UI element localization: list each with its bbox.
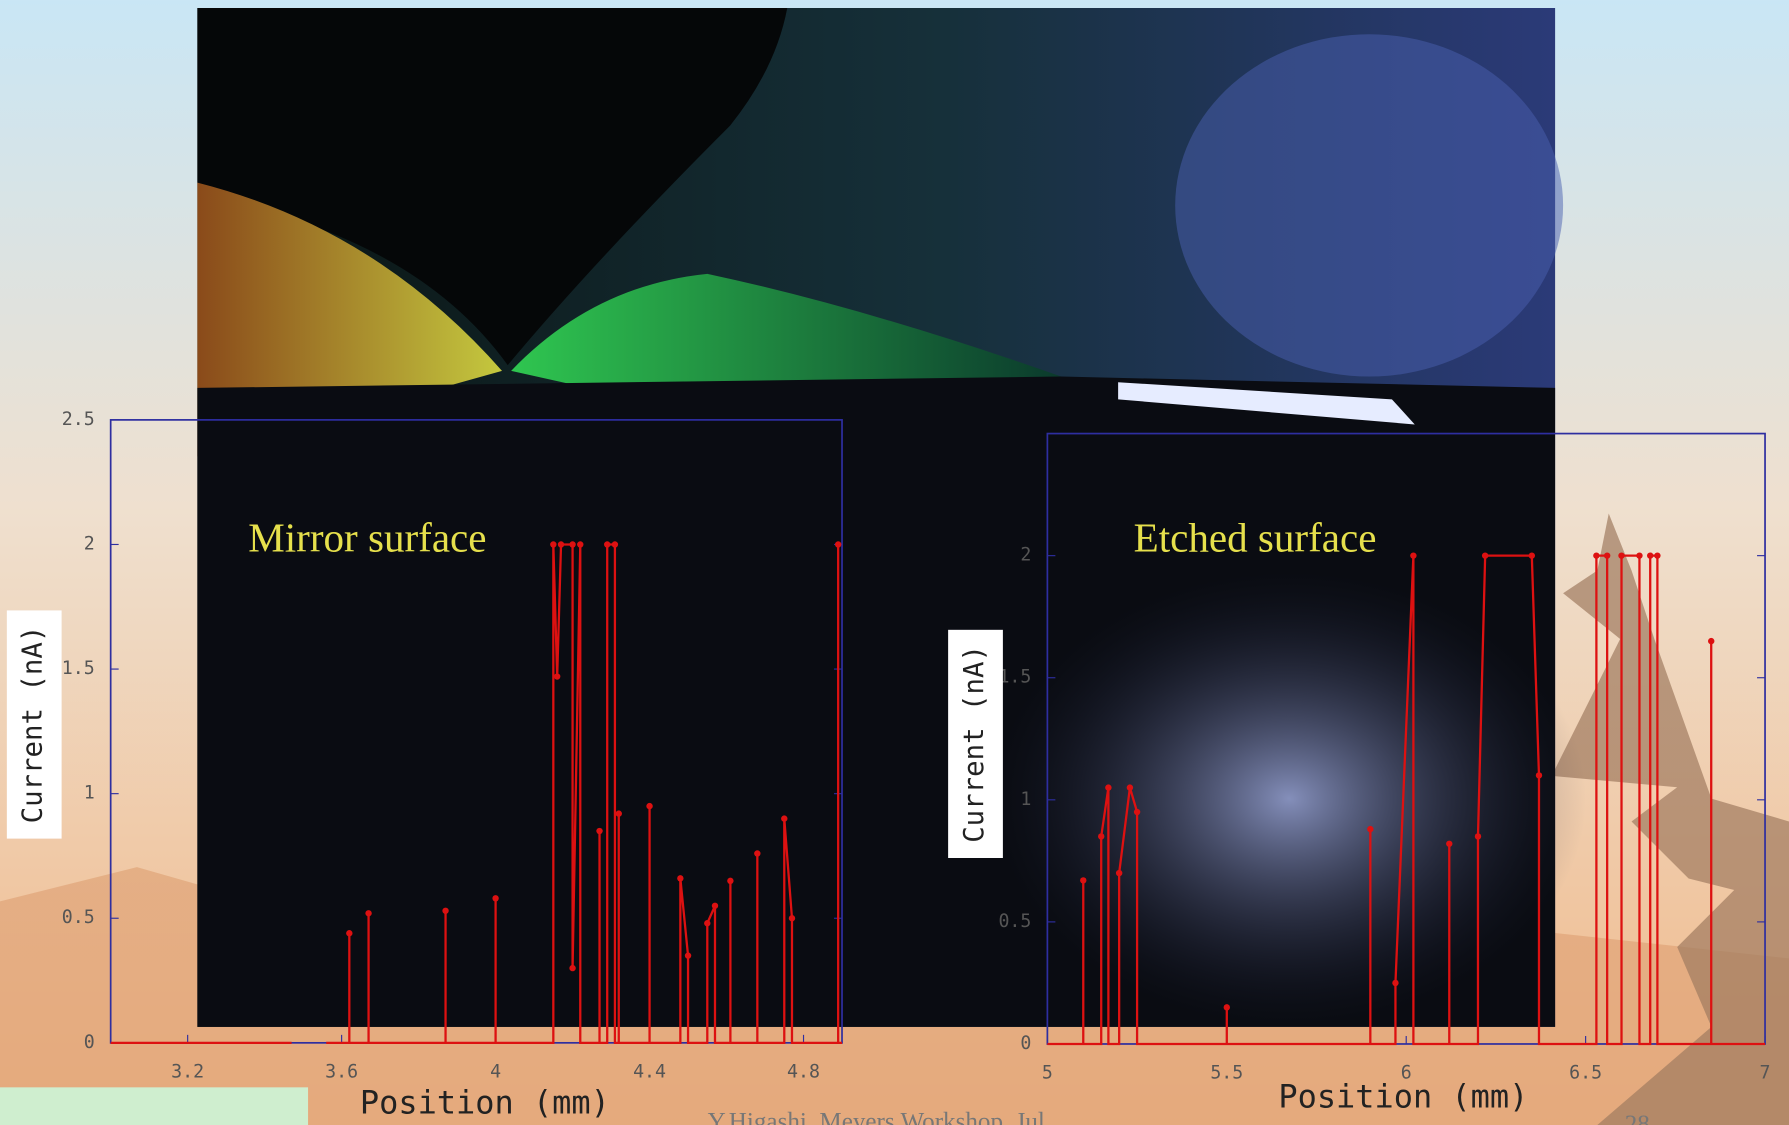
data-point: [1481, 552, 1489, 559]
data-point: [727, 877, 734, 885]
y-axis-label: Current (nA): [959, 645, 990, 843]
data-point: [677, 875, 684, 882]
chart: 0 0.5 1 1.5 2 2.5 3.2 3.6 4 4.4 4.8 Mirror surface P…: [6, 409, 843, 1121]
x-tick-label: 5.5: [1210, 1063, 1243, 1084]
data-point: [1593, 552, 1600, 559]
charts: 0 0.5 1 1.5 2 2.5 3.2 3.6 4 4.4 4.8 Mirror surface P…: [6, 409, 1771, 1121]
data-point: [1446, 840, 1453, 847]
annotation: Mirror surface: [248, 514, 486, 560]
y-tick-label: 2.5: [62, 409, 95, 430]
data-point: [684, 952, 692, 959]
x-tick-label: 4.8: [787, 1062, 820, 1083]
data-point: [834, 541, 842, 548]
y-tick-label: 1: [1020, 789, 1031, 810]
y-tick-label: 0.5: [62, 907, 95, 928]
y-axis-label-bg: [948, 629, 1003, 859]
y-tick-label: 0.5: [998, 911, 1031, 932]
y-tick-label: 1.5: [62, 658, 95, 679]
data-point: [346, 930, 353, 937]
y-tick-label: 0: [84, 1032, 95, 1053]
data-point: [704, 920, 711, 927]
data-point: [615, 810, 622, 817]
data-point: [557, 541, 565, 548]
y-tick-label: 1.5: [998, 667, 1031, 688]
y-axis-label-group: Current (nA): [948, 629, 1003, 859]
data-point: [1126, 784, 1134, 791]
footer: Y.Higashi, Meyers Workshop, Jul: [708, 1109, 1045, 1125]
data-point: [1647, 552, 1654, 559]
data-point: [1708, 637, 1715, 645]
data-point: [1618, 552, 1625, 559]
data-point: [569, 541, 576, 548]
y-tick-label: 2: [84, 533, 95, 554]
data-point: [754, 850, 761, 857]
data-point: [569, 964, 576, 972]
data-point: [553, 673, 561, 680]
x-axis-label: Position (mm): [1278, 1078, 1528, 1116]
chart: 0 0.5 1 1.5 2 5 5.5 6 6.5 7 Etched surface Position…: [948, 432, 1771, 1116]
x-tick-label: 3.6: [325, 1062, 358, 1083]
data-point: [1528, 552, 1535, 559]
caption-box: [0, 1087, 309, 1125]
x-tick-label: 5: [1042, 1063, 1053, 1084]
data-point: [788, 915, 796, 922]
data-point: [1367, 825, 1374, 833]
data-line: [1047, 554, 1766, 1046]
data-point: [1080, 877, 1087, 884]
data-point: [1535, 772, 1543, 779]
y-axis-label-bg: [6, 610, 62, 839]
data-point: [646, 802, 653, 810]
data-point: [577, 541, 584, 548]
data-point: [1392, 979, 1399, 987]
x-tick-label: 3.2: [171, 1062, 204, 1083]
data-point: [1603, 552, 1611, 559]
y-tick-label: 1: [84, 783, 95, 804]
x-tick-label: 4.4: [633, 1062, 666, 1083]
data-point: [1098, 833, 1105, 840]
data-point: [1474, 833, 1482, 840]
data-point: [611, 541, 619, 548]
x-tick-label: 4: [490, 1062, 501, 1083]
annotation: Etched surface: [1134, 514, 1377, 560]
photo: [197, 8, 1586, 1027]
data-point: [492, 895, 499, 902]
data-point: [596, 827, 603, 835]
data-point: [1636, 552, 1643, 559]
y-tick-label: 0: [1020, 1033, 1031, 1054]
data-point: [1115, 869, 1123, 877]
data-point: [781, 815, 788, 822]
data-point: [550, 541, 557, 548]
data-point: [711, 902, 719, 909]
page-number: 28: [1625, 1111, 1650, 1125]
y-axis-label: Current (nA): [18, 626, 49, 824]
data-point: [1223, 1004, 1230, 1011]
data-point: [1133, 808, 1141, 816]
x-tick-label: 6: [1401, 1063, 1412, 1084]
x-axis-label: Position (mm): [360, 1083, 610, 1121]
data-point: [365, 910, 372, 917]
data-point: [1410, 552, 1417, 559]
data-point: [1105, 784, 1112, 791]
data-line: [110, 543, 843, 1044]
data-point: [1654, 552, 1661, 559]
x-tick-label: 7: [1760, 1063, 1771, 1084]
data-point: [604, 541, 611, 548]
y-tick-label: 2: [1020, 545, 1031, 566]
data-point: [442, 907, 449, 914]
x-tick-label: 6.5: [1569, 1063, 1602, 1084]
pagoda: [1551, 513, 1789, 1125]
y-axis-label-group: Current (nA): [6, 610, 62, 839]
